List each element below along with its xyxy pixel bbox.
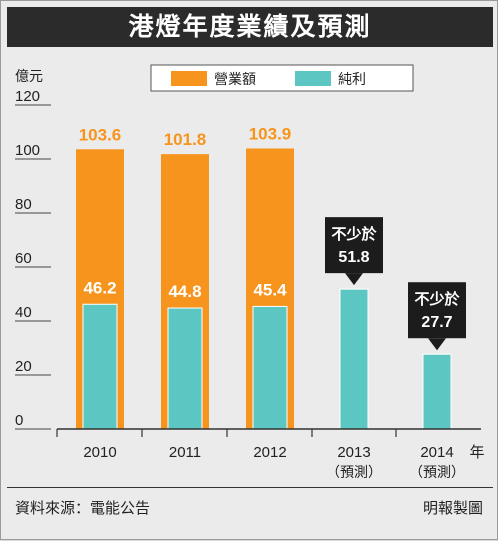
data-label-revenue-2011: 101.8	[164, 130, 207, 149]
bar-profit-2010	[82, 303, 118, 430]
x-tick-label-2013: 2013	[337, 444, 370, 461]
legend: 營業額 純利	[150, 64, 414, 92]
bar-profit-2012	[252, 305, 288, 430]
y-tick-label: 120	[15, 88, 40, 105]
callouts-layer: 不少於 51.8 不少於 27.7	[325, 217, 466, 351]
legend-label-profit: 純利	[338, 72, 366, 88]
legend-swatch-profit	[295, 71, 331, 86]
callout-pointer-2014	[428, 338, 446, 351]
x-tick-label-2010: 2010	[83, 444, 116, 461]
callout-prefix-2013: 不少於	[331, 225, 377, 243]
x-tick-label-2011: 2011	[169, 444, 201, 461]
callout-box-2013	[325, 217, 383, 274]
legend-swatch-revenue	[171, 71, 207, 86]
bar-profit-2011	[167, 307, 203, 430]
callout-value-2013: 51.8	[338, 249, 369, 266]
x-tick-sublabel-2013: （預測）	[326, 465, 382, 481]
y-axis: 0 20 40 60 80 100 120	[15, 88, 51, 430]
y-tick-label: 20	[15, 358, 32, 375]
credit-note: 明報製圖	[422, 499, 483, 517]
data-label-profit-2010: 46.2	[83, 278, 116, 297]
legend-label-revenue: 營業額	[214, 72, 256, 88]
x-tick-sublabel-2014: （預測）	[409, 465, 465, 481]
chart-title: 港燈年度業績及預測	[7, 7, 493, 47]
x-tick-label-2012: 2012	[253, 444, 286, 461]
data-label-profit-2012: 45.4	[253, 280, 287, 299]
y-tick-label: 60	[15, 250, 32, 267]
data-label-revenue-2010: 103.6	[79, 125, 122, 144]
y-axis-unit-label: 億元	[15, 69, 43, 85]
y-tick-label: 100	[15, 142, 40, 159]
bar-profit-2013	[339, 288, 369, 430]
y-tick-label: 0	[15, 412, 23, 429]
bars-layer	[76, 148, 452, 430]
source-note: 資料來源：電能公告	[15, 499, 151, 517]
y-tick-label: 40	[15, 304, 32, 321]
callout-value-2014: 27.7	[421, 314, 452, 331]
callout-box-2014	[408, 282, 466, 339]
x-axis: 2010 2011 2012 2013（預測）2014（預測）年	[56, 428, 485, 481]
x-tick-label-2014: 2014	[420, 444, 453, 461]
data-label-profit-2011: 44.8	[168, 282, 201, 301]
footer-divider	[7, 487, 493, 488]
callout-prefix-2014: 不少於	[414, 290, 460, 308]
callout-pointer-2013	[345, 273, 363, 286]
y-tick-label: 80	[15, 196, 32, 213]
x-axis-unit-label: 年	[469, 443, 484, 461]
data-label-revenue-2012: 103.9	[249, 124, 292, 143]
bar-profit-2014	[422, 353, 452, 430]
data-labels-layer: 103.6 46.2 101.8 44.8 103.9 45.4	[79, 124, 292, 301]
